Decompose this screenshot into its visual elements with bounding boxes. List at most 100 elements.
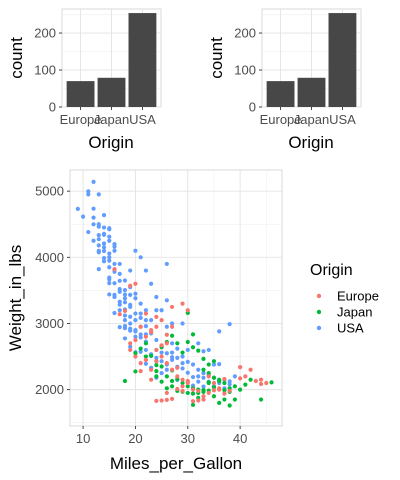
scatter-point-usa [164, 261, 169, 267]
legend-label-usa: USA [337, 321, 364, 336]
scatter-point-europe [164, 341, 169, 346]
scatter-point-usa [196, 367, 201, 372]
scatter-point-usa [185, 370, 190, 375]
scatter-point-japan [269, 380, 274, 385]
scatter-point-usa [143, 268, 149, 273]
scatter-point-japan [217, 400, 222, 405]
scatter-point-europe [154, 314, 159, 319]
scatter-point-usa [101, 213, 107, 218]
scatter-point-europe [138, 361, 143, 366]
scatter-point-usa [133, 248, 138, 253]
scatter-point-europe [164, 361, 169, 366]
scatter-point-usa [138, 315, 143, 320]
scatter-point-usa [117, 289, 122, 294]
scatter-point-usa [122, 292, 128, 297]
scatter-point-europe [159, 318, 164, 323]
scatter-point-usa [190, 362, 196, 367]
scatter-point-europe [175, 365, 180, 370]
scatter-point-europe [169, 367, 175, 372]
scatter-point-japan [169, 378, 175, 384]
scatter-point-europe [211, 380, 217, 386]
scatter-point-usa [175, 346, 180, 351]
scatter-point-usa [112, 310, 117, 316]
scatter-point-japan [206, 370, 211, 376]
scatter-point-usa [117, 278, 122, 283]
scatter-point-usa [159, 370, 164, 376]
scatter-point-usa [117, 299, 122, 304]
scatter-point-europe [180, 388, 185, 394]
scatter-point-usa [217, 362, 222, 367]
legend-label-europe: Europe [337, 289, 379, 304]
bar-chart-left-x-title: Origin [88, 133, 133, 152]
scatter-point-usa [143, 361, 149, 366]
scatter-point-usa [107, 265, 112, 270]
scatter-point-japan [133, 369, 138, 374]
scatter-y-tick-label: 4000 [35, 250, 64, 265]
scatter-x-tick-label: 40 [233, 431, 247, 446]
scatter-point-usa [180, 321, 185, 326]
scatter-point-europe [175, 386, 180, 392]
scatter-point-usa [133, 318, 138, 323]
scatter-point-usa [201, 349, 206, 354]
scatter-point-usa [122, 318, 128, 323]
scatter-y-tick-label: 5000 [35, 184, 64, 199]
scatter-point-europe [190, 399, 196, 404]
scatter-point-usa [96, 267, 101, 272]
scatter-point-usa [159, 308, 164, 313]
scatter-point-usa [169, 357, 175, 362]
scatter-point-europe [211, 388, 217, 393]
scatter-point-europe [196, 398, 201, 403]
scatter-point-usa [185, 359, 190, 364]
scatter-point-japan [154, 368, 159, 374]
scatter-point-usa [138, 255, 143, 260]
scatter-point-europe [222, 376, 227, 382]
scatter-point-europe [128, 347, 133, 353]
scatter-point-usa [107, 275, 112, 280]
scatter-point-usa [143, 347, 149, 353]
scatter-point-usa [122, 313, 128, 318]
bar-chart-right-y-tick-label: 200 [234, 26, 256, 41]
bar-chart-right-x-tick-label: Europe [260, 112, 302, 127]
scatter-point-japan [196, 348, 201, 353]
scatter-point-europe [222, 391, 227, 396]
scatter-point-usa [196, 379, 201, 384]
scatter-y-ticks: 2000 3000 4000 5000 [35, 184, 70, 397]
scatter-point-japan [206, 380, 211, 385]
scatter-point-europe [243, 374, 248, 379]
scatter-point-usa [101, 245, 107, 250]
scatter-point-japan [222, 380, 227, 386]
scatter-point-europe [128, 341, 133, 346]
scatter-point-usa [112, 248, 117, 253]
scatter-point-japan [222, 388, 227, 393]
scatter-point-usa [164, 324, 169, 329]
scatter-point-europe [122, 308, 128, 313]
scatter-point-usa [112, 281, 117, 286]
scatter-point-usa [117, 325, 122, 330]
scatter-point-usa [101, 256, 107, 261]
scatter-point-japan [211, 385, 217, 390]
scatter-point-usa [122, 288, 128, 293]
scatter-point-europe [164, 332, 169, 337]
scatter-point-europe [149, 377, 154, 382]
scatter-point-usa [101, 248, 107, 254]
scatter-point-japan [190, 345, 196, 350]
scatter-point-usa [91, 222, 96, 227]
bar-chart-right-x-tick-label: USA [329, 112, 356, 127]
scatter-point-europe [154, 359, 159, 364]
scatter-point-japan [138, 346, 143, 351]
scatter-point-usa [196, 374, 201, 379]
scatter-point-usa [133, 291, 138, 296]
scatter-point-usa [101, 241, 107, 246]
scatter-x-ticks: 10 20 30 40 [76, 426, 247, 446]
bar-chart-left-bars [66, 13, 157, 107]
scatter-point-japan [232, 384, 237, 389]
scatter-point-europe [196, 388, 201, 394]
scatter-point-europe [185, 380, 190, 386]
scatter-point-usa [138, 301, 143, 306]
scatter-point-japan [190, 391, 196, 396]
legend-key-europe [316, 293, 322, 299]
scatter-point-europe [154, 347, 159, 353]
scatter-point-europe [217, 387, 222, 392]
